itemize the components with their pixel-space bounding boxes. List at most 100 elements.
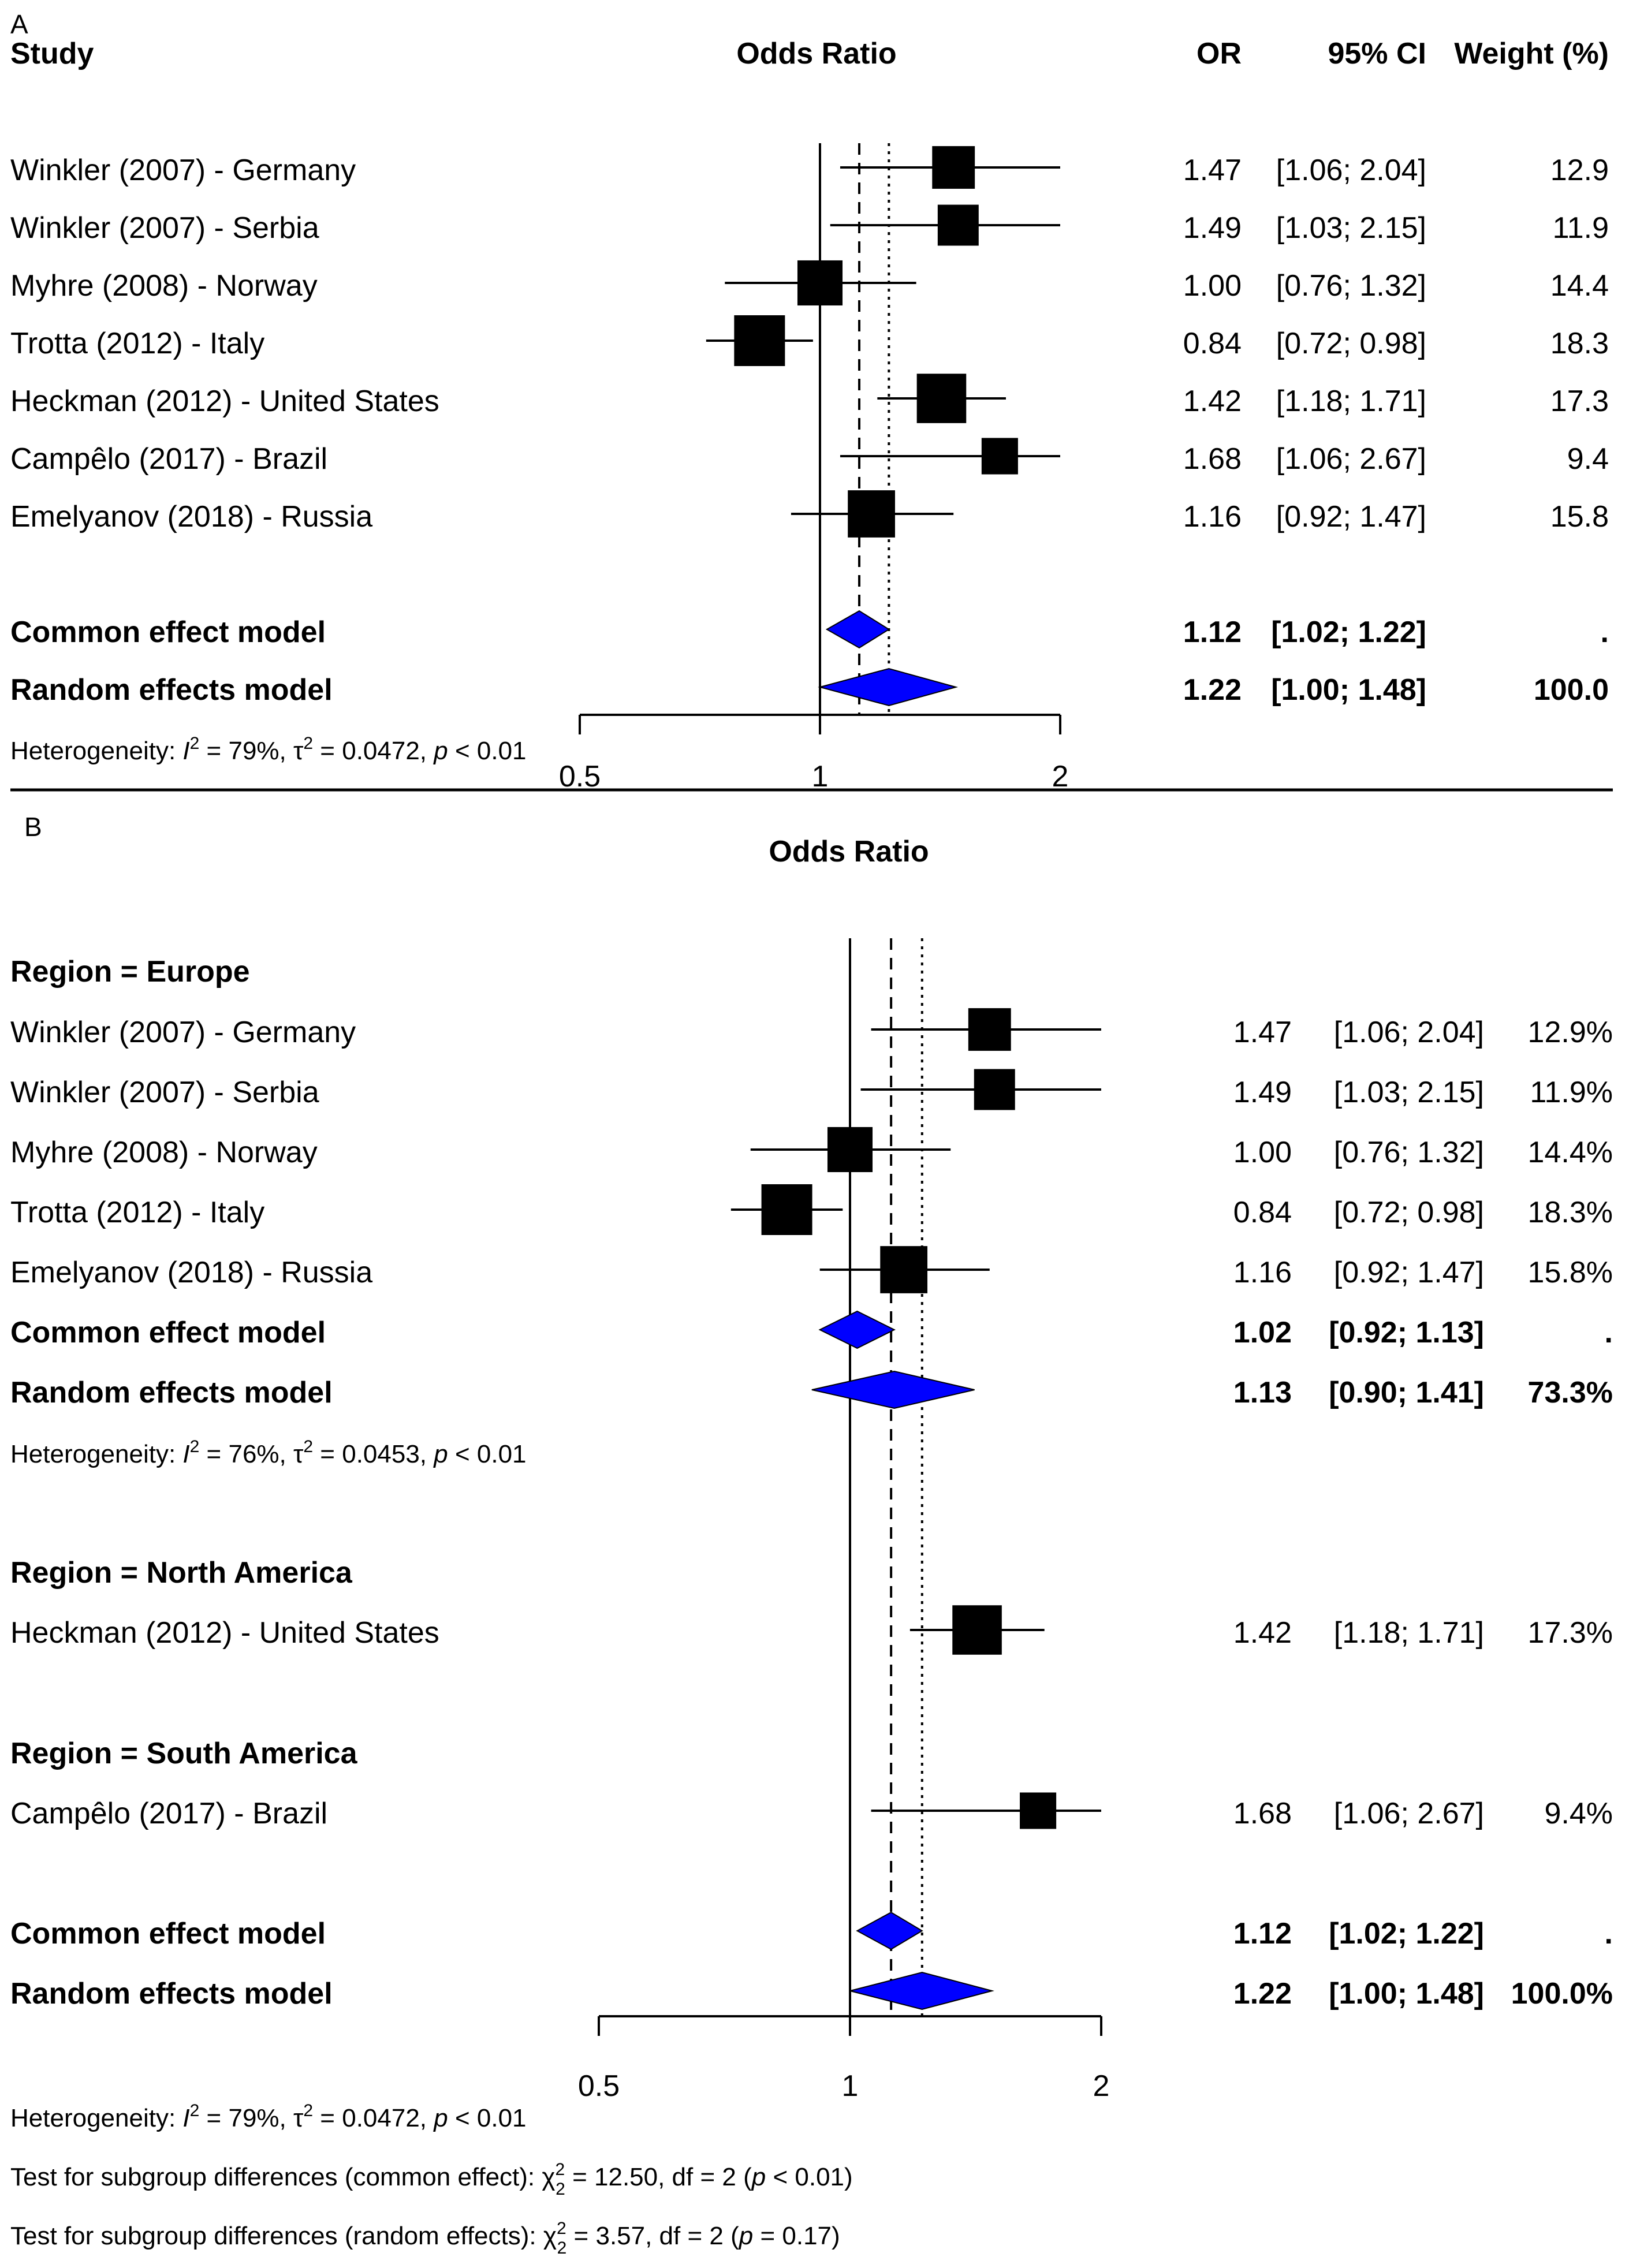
summary-weight-value: 73.3% bbox=[1528, 1376, 1613, 1409]
study-label: Winkler (2007) - Serbia bbox=[10, 1076, 319, 1109]
summary-diamond bbox=[818, 667, 959, 707]
summary-weight-value: 100.0 bbox=[1534, 673, 1609, 707]
study-square-marker bbox=[880, 1246, 928, 1293]
ci-value: [1.03; 2.15] bbox=[1276, 211, 1426, 245]
weight-value: 9.4% bbox=[1544, 1797, 1613, 1830]
or-value: 1.49 bbox=[1233, 1076, 1292, 1109]
summary-ci-value: [0.90; 1.41] bbox=[1329, 1376, 1484, 1409]
weight-value: 18.3 bbox=[1550, 327, 1609, 360]
panel-b-row: Campêlo (2017) - Brazil 1.68 [1.06; 2.67… bbox=[10, 1797, 1613, 1830]
panel-b-tick-label: 2 bbox=[1093, 2069, 1110, 2103]
weight-value: 17.3 bbox=[1550, 385, 1609, 418]
panel-b-overall-heterogeneity: Heterogeneity: I2 = 79%, τ2 = 0.0472, p … bbox=[10, 2101, 527, 2132]
weight-value: 12.9 bbox=[1550, 154, 1609, 187]
summary-or-value: 1.13 bbox=[1233, 1376, 1292, 1409]
panel-a-row: Campêlo (2017) - Brazil 1.68 [1.06; 2.67… bbox=[10, 442, 1609, 476]
study-label: Heckman (2012) - United States bbox=[10, 385, 439, 418]
ci-value: [1.18; 1.71] bbox=[1276, 385, 1426, 418]
summary-label: Random effects model bbox=[10, 1977, 333, 2010]
summary-label: Random effects model bbox=[10, 673, 333, 707]
test-subgroup-common: Test for subgroup differences (common ef… bbox=[10, 2160, 853, 2199]
panel-a-tick-label: 1 bbox=[812, 760, 829, 793]
study-label: Campêlo (2017) - Brazil bbox=[10, 1797, 327, 1830]
ci-value: [1.06; 2.67] bbox=[1334, 1797, 1484, 1830]
panel-a-summary-row: Random effects model 1.22 [1.00; 1.48] 1… bbox=[10, 673, 1609, 707]
study-label: Campêlo (2017) - Brazil bbox=[10, 442, 327, 476]
weight-value: 15.8 bbox=[1550, 500, 1609, 534]
ci-value: [1.06; 2.04] bbox=[1334, 1016, 1484, 1049]
study-label: Emelyanov (2018) - Russia bbox=[10, 1256, 372, 1289]
weight-value: 18.3% bbox=[1528, 1196, 1613, 1229]
panel-a-row: Trotta (2012) - Italy 0.84 [0.72; 0.98] … bbox=[10, 327, 1609, 360]
weight-value: 11.9 bbox=[1553, 211, 1609, 245]
summary-or-value: 1.02 bbox=[1233, 1316, 1292, 1349]
ci-value: [0.72; 0.98] bbox=[1334, 1196, 1484, 1229]
study-square-marker bbox=[952, 1605, 1002, 1655]
panel-b-row: Heckman (2012) - United States 1.42 [1.1… bbox=[10, 1616, 1613, 1650]
summary-diamond bbox=[856, 1911, 923, 1950]
panel-b-row: Trotta (2012) - Italy 0.84 [0.72; 0.98] … bbox=[10, 1196, 1613, 1229]
summary-diamond bbox=[811, 1370, 975, 1409]
ci-value: [0.76; 1.32] bbox=[1276, 269, 1426, 303]
panel-a-row: Heckman (2012) - United States 1.42 [1.1… bbox=[10, 385, 1609, 418]
panel-a-tick-label: 2 bbox=[1052, 760, 1069, 793]
or-value: 1.00 bbox=[1233, 1136, 1292, 1169]
weight-value: 17.3% bbox=[1528, 1616, 1613, 1650]
panel-b-row: Myhre (2008) - Norway 1.00 [0.76; 1.32] … bbox=[10, 1136, 1613, 1169]
weight-value: 9.4 bbox=[1567, 442, 1609, 476]
ci-value: [1.03; 2.15] bbox=[1334, 1076, 1484, 1109]
or-value: 1.68 bbox=[1233, 1797, 1292, 1830]
or-value: 1.68 bbox=[1183, 442, 1242, 476]
summary-ci-value: [1.00; 1.48] bbox=[1271, 673, 1426, 707]
ci-value: [0.92; 1.47] bbox=[1276, 500, 1426, 534]
or-value: 1.42 bbox=[1183, 385, 1242, 418]
study-label: Myhre (2008) - Norway bbox=[10, 269, 318, 303]
panel-b-europe-summary-row: Common effect model 1.02 [0.92; 1.13] . bbox=[10, 1316, 1613, 1349]
panel-a-tick-label: 0.5 bbox=[559, 760, 601, 793]
summary-diamond bbox=[825, 610, 890, 649]
study-label: Winkler (2007) - Serbia bbox=[10, 211, 319, 245]
panel-a-letter: A bbox=[10, 9, 28, 39]
ci-value: [0.92; 1.47] bbox=[1334, 1256, 1484, 1289]
plot-marks bbox=[579, 143, 1102, 2036]
study-label: Winkler (2007) - Germany bbox=[10, 1016, 356, 1049]
summary-or-value: 1.22 bbox=[1183, 673, 1242, 707]
study-label: Heckman (2012) - United States bbox=[10, 1616, 439, 1650]
summary-label: Common effect model bbox=[10, 1917, 326, 1950]
study-square-marker bbox=[848, 490, 895, 538]
panel-a-header-odds-ratio: Odds Ratio bbox=[736, 37, 896, 70]
study-square-marker bbox=[761, 1184, 812, 1235]
or-value: 0.84 bbox=[1183, 327, 1242, 360]
summary-ci-value: [1.02; 1.22] bbox=[1329, 1917, 1484, 1950]
or-value: 1.47 bbox=[1233, 1016, 1292, 1049]
study-square-marker bbox=[937, 204, 979, 246]
study-square-marker bbox=[827, 1126, 873, 1173]
panel-b-europe-summary-row: Random effects model 1.13 [0.90; 1.41] 7… bbox=[10, 1376, 1613, 1409]
or-value: 1.16 bbox=[1183, 500, 1242, 534]
study-label: Trotta (2012) - Italy bbox=[10, 327, 264, 360]
panel-a-summary-row: Common effect model 1.12 [1.02; 1.22] . bbox=[10, 616, 1609, 649]
study-square-marker bbox=[974, 1069, 1015, 1110]
summary-weight-value: . bbox=[1605, 1316, 1613, 1349]
weight-value: 12.9% bbox=[1528, 1016, 1613, 1049]
panel-a-header-study: Study bbox=[10, 37, 94, 70]
study-label: Myhre (2008) - Norway bbox=[10, 1136, 318, 1169]
panel-a-header-weight: Weight (%) bbox=[1454, 37, 1609, 70]
summary-diamond bbox=[818, 1310, 896, 1349]
or-value: 1.47 bbox=[1183, 154, 1242, 187]
panel-a-header-ci: 95% CI bbox=[1328, 37, 1426, 70]
panel-b-tick-label: 0.5 bbox=[578, 2069, 620, 2103]
summary-or-value: 1.22 bbox=[1233, 1977, 1292, 2010]
ci-value: [0.72; 0.98] bbox=[1276, 327, 1426, 360]
summary-diamond bbox=[849, 1971, 994, 2010]
group-label-north-america: Region = North America bbox=[10, 1556, 353, 1590]
weight-value: 15.8% bbox=[1528, 1256, 1613, 1289]
panel-b-europe-heterogeneity: Heterogeneity: I2 = 76%, τ2 = 0.0453, p … bbox=[10, 1437, 527, 1468]
summary-weight-value: 100.0% bbox=[1511, 1977, 1613, 2010]
panel-b-overall-summary-row: Common effect model 1.12 [1.02; 1.22] . bbox=[10, 1917, 1613, 1950]
test-subgroup-random: Test for subgroup differences (random ef… bbox=[10, 2219, 840, 2258]
panel-a-row: Emelyanov (2018) - Russia 1.16 [0.92; 1.… bbox=[10, 500, 1609, 534]
panel-a-header-or: OR bbox=[1196, 37, 1242, 70]
summary-weight-value: . bbox=[1605, 1917, 1613, 1950]
